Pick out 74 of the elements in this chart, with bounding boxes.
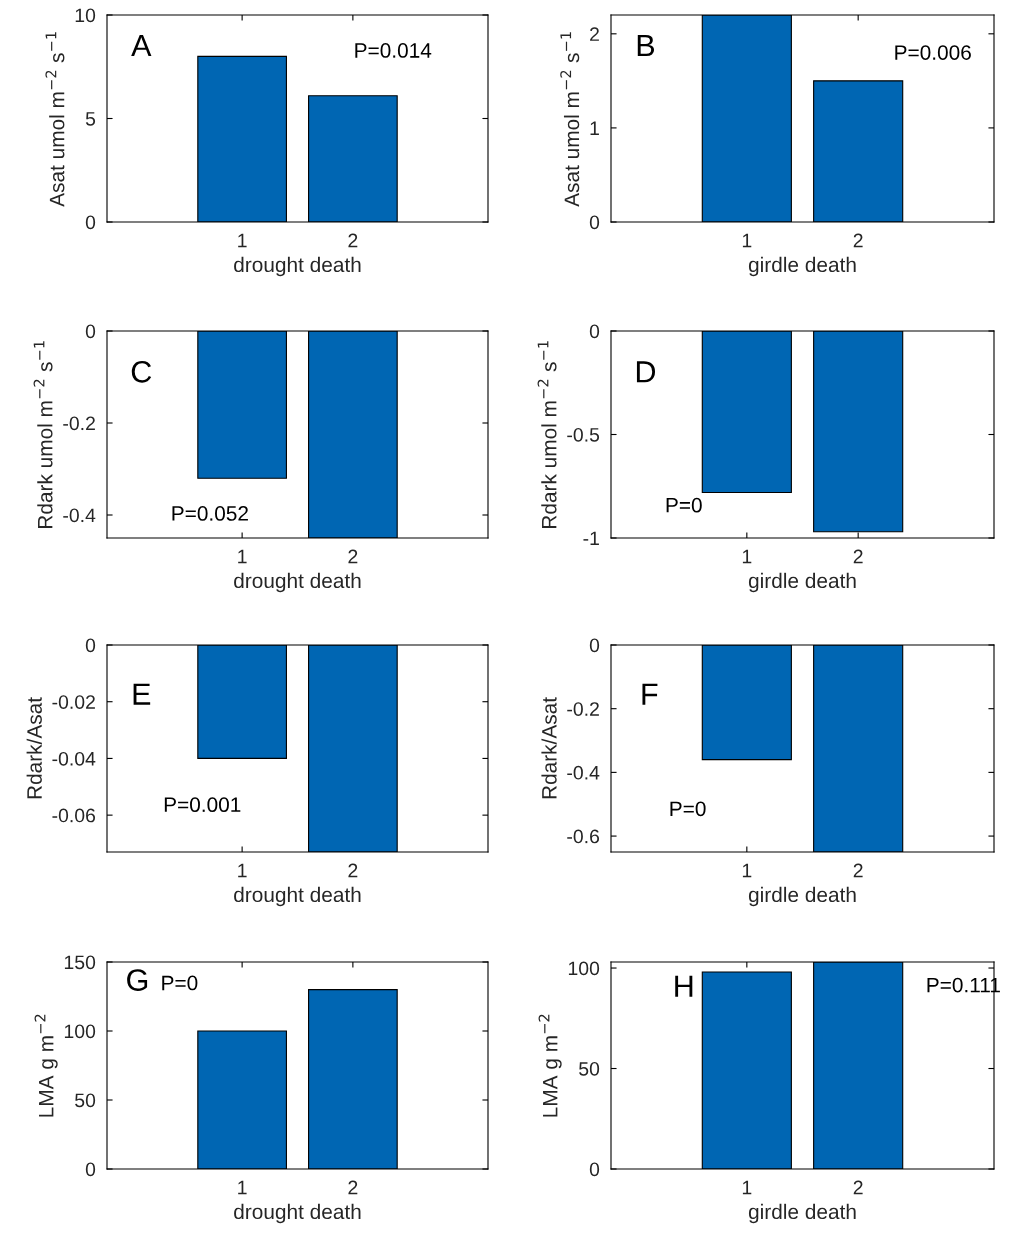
y-tick-label: -0.2 xyxy=(63,416,95,431)
x-axis-title: drought death xyxy=(234,572,361,593)
x-axis-title: drought death xyxy=(234,1203,361,1224)
y-tick-label: 0 xyxy=(589,1162,600,1177)
annotation: H xyxy=(675,975,693,997)
x-tick-label: 2 xyxy=(853,1180,863,1195)
y-tick-label: 150 xyxy=(64,955,96,970)
y-axis-title: Rdark umol m$^{−2}$ s$^{−1}$ xyxy=(537,341,557,528)
x-axis-title: girdle death xyxy=(748,886,856,907)
y-axis-title: LMA g m$^{−2}$ xyxy=(538,1014,562,1117)
annotation: C xyxy=(131,361,152,383)
y-tick-label: -0.4 xyxy=(63,508,96,523)
y-tick-label: -0.4 xyxy=(567,765,600,780)
x-axis-title: girdle death xyxy=(748,1203,856,1224)
x-axis-title: drought death xyxy=(234,886,361,907)
y-tick-label: 10 xyxy=(75,8,96,23)
annotation: P=0 xyxy=(162,975,198,991)
y-tick-label: 0 xyxy=(85,1162,96,1177)
y-tick-label: 0 xyxy=(589,215,600,230)
annotation: A xyxy=(131,35,152,57)
x-tick-label: 1 xyxy=(742,1180,752,1195)
x-tick-label: 1 xyxy=(238,549,247,564)
annotation: G xyxy=(127,969,148,991)
x-tick-label: 2 xyxy=(348,549,358,564)
y-axis-title: Rdark umol m$^{−2}$ s$^{−1}$ xyxy=(33,341,53,528)
x-axis-title: drought death xyxy=(234,256,361,277)
x-tick-label: 1 xyxy=(742,863,752,878)
annotation: P=0.014 xyxy=(355,43,432,58)
y-tick-label: -0.04 xyxy=(52,751,96,766)
y-tick-label: -0.5 xyxy=(567,427,600,442)
annotation: E xyxy=(133,683,151,705)
annotation: P=0 xyxy=(670,801,706,817)
x-tick-label: 1 xyxy=(238,1180,247,1195)
x-tick-label: 1 xyxy=(742,549,752,564)
y-tick-label: 50 xyxy=(75,1093,96,1108)
y-axis-title: Rdark/Asat xyxy=(541,697,557,799)
x-axis-title: girdle death xyxy=(748,256,856,277)
y-tick-label: 50 xyxy=(579,1061,600,1076)
x-tick-label: 2 xyxy=(348,233,358,248)
y-axis-title: Asat umol m$^{−2}$ s$^{−1}$ xyxy=(45,32,65,207)
x-tick-label: 1 xyxy=(238,863,247,878)
x-tick-label: 2 xyxy=(853,549,863,564)
y-tick-label: 0 xyxy=(85,638,96,653)
y-tick-label: -1 xyxy=(583,531,599,546)
annotation: D xyxy=(636,361,656,383)
y-tick-label: 1 xyxy=(590,121,599,135)
annotation: P=0.001 xyxy=(164,797,241,813)
y-tick-label: 5 xyxy=(85,112,96,126)
annotation: P=0.052 xyxy=(172,506,248,521)
y-axis-title: Asat umol m$^{−2}$ s$^{−1}$ xyxy=(560,32,580,207)
y-tick-label: 0 xyxy=(589,324,600,339)
annotation: P=0 xyxy=(666,497,702,513)
annotation: F xyxy=(642,683,658,705)
x-tick-label: 1 xyxy=(238,233,247,248)
x-tick-label: 2 xyxy=(853,233,863,248)
y-axis-title: LMA g m$^{−2}$ xyxy=(34,1014,58,1117)
x-tick-label: 1 xyxy=(742,233,752,248)
x-tick-label: 2 xyxy=(853,863,863,878)
y-tick-label: 100 xyxy=(568,961,600,976)
y-tick-label: 0 xyxy=(85,215,96,230)
y-tick-label: -0.2 xyxy=(567,702,599,716)
y-tick-label: -0.02 xyxy=(52,695,95,709)
annotation: B xyxy=(637,35,655,57)
y-tick-label: 0 xyxy=(85,324,96,339)
y-tick-label: 100 xyxy=(64,1024,96,1039)
x-tick-label: 2 xyxy=(348,863,358,878)
y-tick-label: 0 xyxy=(589,638,600,653)
annotation: P=0.006 xyxy=(895,45,971,60)
y-tick-label: 2 xyxy=(590,27,599,41)
x-tick-label: 2 xyxy=(348,1180,358,1195)
y-tick-label: -0.06 xyxy=(52,808,96,823)
y-tick-label: -0.6 xyxy=(567,829,600,844)
x-axis-title: girdle death xyxy=(748,572,856,593)
y-axis-title: Rdark/Asat xyxy=(26,697,42,799)
